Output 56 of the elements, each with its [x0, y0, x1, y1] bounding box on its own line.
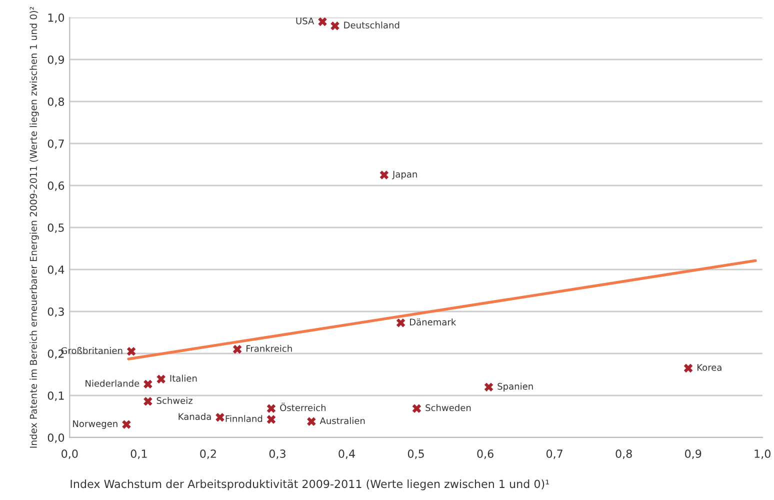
x-tick-label: 0,6 [477, 450, 494, 460]
x-tick-label: 0,5 [408, 450, 424, 460]
y-tick-label: 0,3 [48, 307, 64, 318]
point [156, 374, 166, 384]
annotation: Frankreich [246, 344, 292, 352]
annotation: Finnland [226, 415, 262, 422]
annotation: USA [296, 17, 314, 24]
x-tick-label: 0,8 [616, 450, 632, 460]
point [232, 344, 242, 354]
point [330, 22, 340, 30]
y-tick-label: 0,7 [48, 139, 64, 150]
y-tick-label: 1,0 [48, 13, 64, 24]
point [380, 170, 389, 180]
annotation: Schweden [426, 404, 471, 412]
point [266, 415, 276, 424]
x-tick-label: 0,2 [200, 450, 216, 460]
point [684, 364, 693, 373]
y-axis-title: Index Patente im Bereich erneuerbarer Energien 2009-2011 (Werte liegen zwischen 1 und 0)² [30, 6, 39, 448]
annotation: Schweiz [156, 397, 192, 404]
point [318, 18, 327, 26]
annotation: Norwegen [73, 420, 118, 429]
x-tick-label: 0,4 [338, 450, 355, 460]
y-tick-label: 0,8 [48, 97, 64, 108]
y-tick-label: 0,1 [48, 391, 64, 402]
point [144, 396, 152, 406]
annotation: Australien [320, 417, 365, 424]
point [126, 347, 136, 356]
point [307, 417, 316, 426]
y-tick-label: 0,5 [48, 223, 64, 234]
x-tick-label: 0,7 [546, 450, 562, 460]
annotation: Kanada [178, 412, 211, 420]
point [484, 382, 494, 392]
point [122, 420, 131, 429]
x-tick-label: 0,3 [269, 450, 286, 460]
y-tick-label: 0,9 [48, 55, 64, 66]
annotation: Japan [392, 170, 417, 180]
annotation: Niederlande [86, 380, 140, 387]
point [396, 318, 406, 328]
x-tick-label: 0,9 [685, 450, 702, 460]
annotation: Korea [697, 364, 722, 371]
y-tick-label: 0,4 [48, 265, 64, 276]
y-tick-label: 0,0 [48, 433, 64, 444]
x-tick-label: 0,0 [62, 450, 78, 460]
annotation: Italien [170, 374, 197, 382]
annotation: Österreich [280, 402, 326, 412]
point [412, 404, 422, 413]
x-axis-title: Index Wachstum der Arbeitsproduktivität 2009-2011 (Werte liegen zwischen 1 und 0)¹ [70, 480, 549, 490]
x-tick-label: 0,1 [130, 450, 147, 460]
point [216, 412, 224, 422]
point [266, 404, 276, 413]
point [144, 380, 152, 389]
x-tick-label: 1,0 [754, 450, 770, 460]
y-tick-label: 0,6 [48, 181, 64, 192]
annotation: Spanien [498, 382, 533, 392]
annotation: Deutschland [344, 22, 400, 29]
annotation: Dänemark [410, 318, 456, 326]
